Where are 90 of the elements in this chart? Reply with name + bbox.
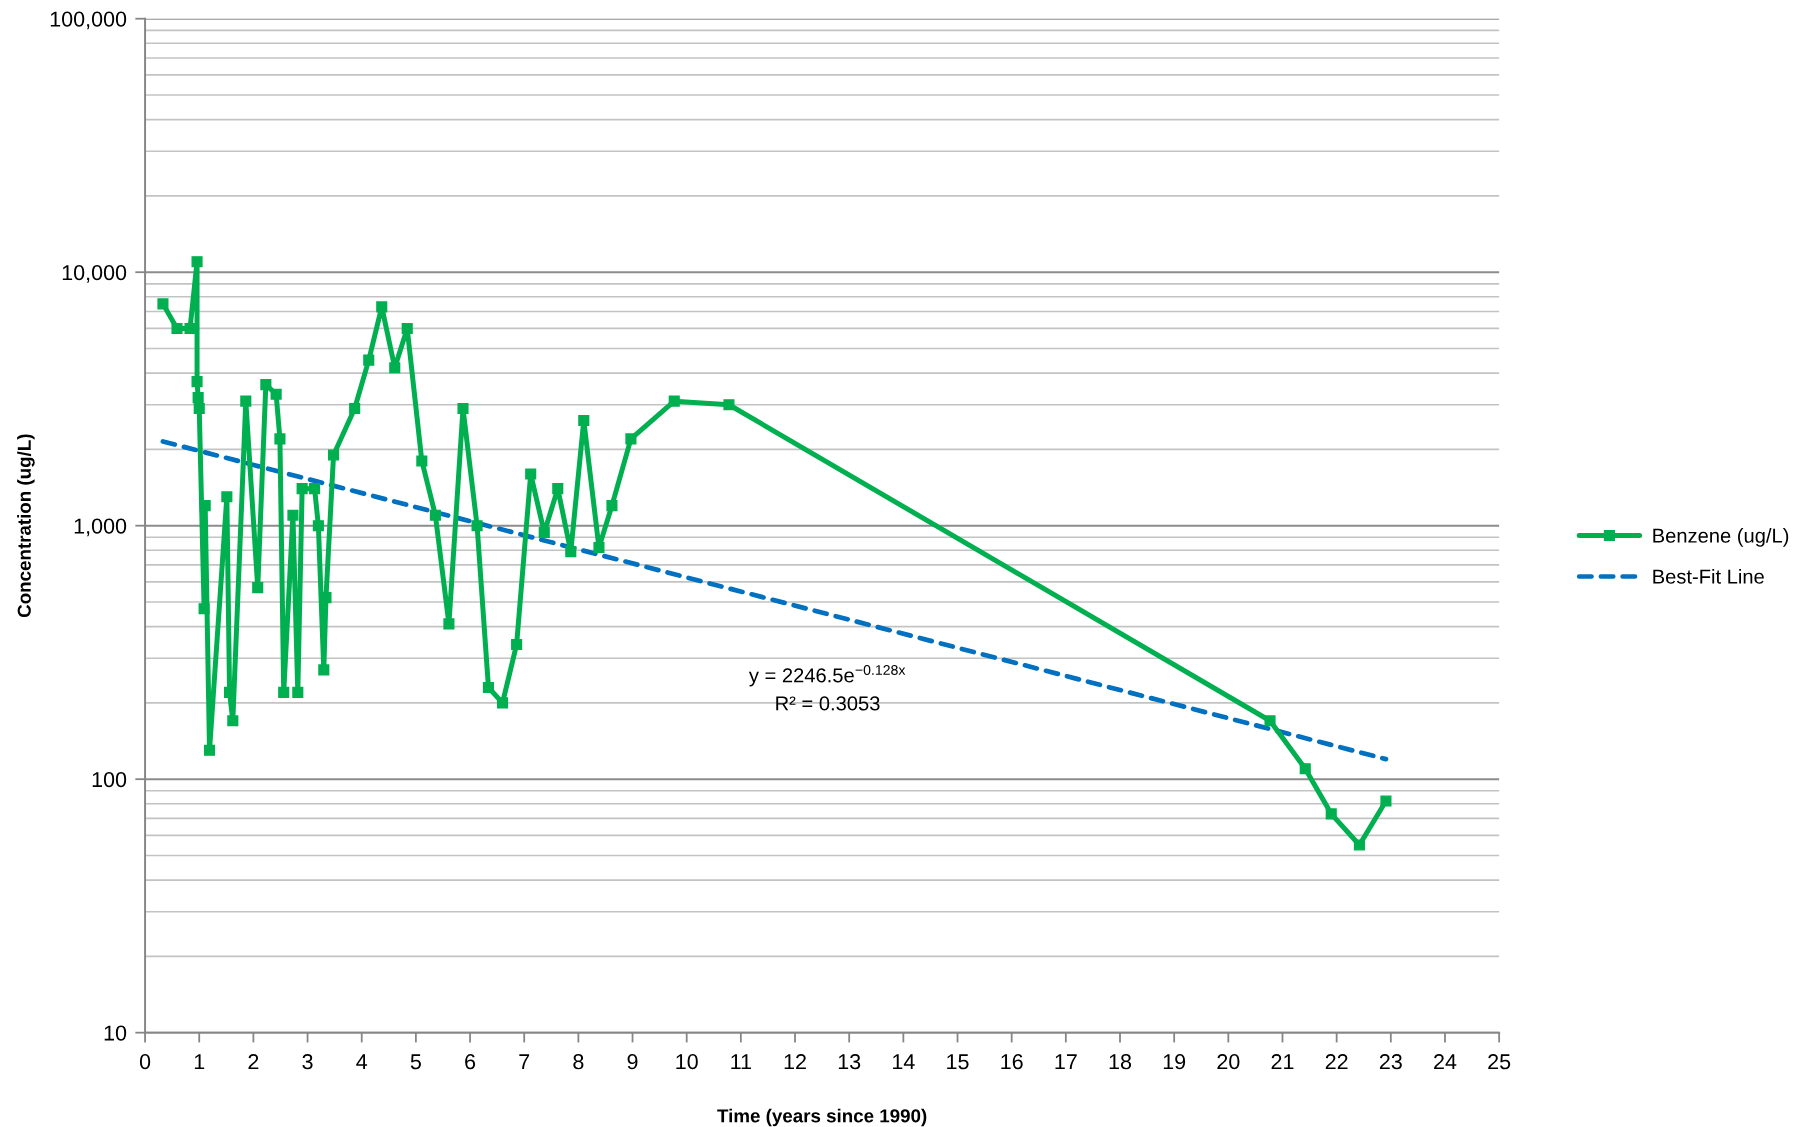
point (1353, 839, 1365, 851)
x-tick-label: 13 (838, 1054, 861, 1070)
x-tick-label: 16 (1001, 1054, 1023, 1070)
point (538, 526, 550, 539)
point (496, 697, 509, 709)
point (593, 541, 605, 554)
x-tick-label: 0 (139, 1054, 151, 1070)
point (482, 681, 495, 694)
y-tick-label: 100 (92, 771, 127, 788)
x-tick-label: 5 (410, 1054, 421, 1070)
point (578, 414, 590, 427)
point (296, 483, 308, 495)
x-tick-label: 14 (893, 1054, 915, 1070)
x-tick-label: 10 (676, 1054, 698, 1070)
point (552, 483, 564, 495)
point (240, 395, 252, 407)
point (221, 491, 233, 503)
point (429, 509, 441, 521)
x-tick-label: 4 (356, 1054, 368, 1070)
point (416, 455, 428, 467)
x-tick-label: 18 (1109, 1054, 1132, 1070)
x-tick-label: 8 (573, 1054, 584, 1070)
point (309, 483, 321, 495)
annotation: y = 2246.5e$^{−0.128x}$ (748, 664, 906, 687)
x-tick-label: 9 (627, 1054, 638, 1070)
x-tick-label: 2 (248, 1054, 259, 1070)
point (471, 520, 483, 532)
point (274, 433, 286, 445)
point (191, 256, 203, 268)
point (227, 715, 239, 727)
x-tick-label: 22 (1325, 1054, 1348, 1070)
x-tick-label: 15 (947, 1054, 969, 1070)
y-tick-label: 1,000 (74, 518, 127, 537)
point (401, 322, 413, 334)
point (376, 301, 388, 313)
point (723, 399, 735, 411)
point (287, 509, 299, 521)
point (525, 468, 537, 480)
point (292, 686, 304, 698)
point (1380, 795, 1392, 807)
point (443, 618, 455, 630)
y-tick-label: 10,000 (62, 264, 127, 283)
x-tick-label: 20 (1217, 1054, 1240, 1070)
point (606, 500, 618, 512)
x-tick-label: 7 (519, 1054, 530, 1070)
point (363, 354, 375, 366)
point (511, 638, 523, 651)
x-tick-label: 19 (1163, 1054, 1186, 1070)
point (199, 500, 211, 512)
point (1299, 763, 1311, 775)
point (270, 388, 282, 400)
point (191, 376, 203, 388)
x-tick-label: 25 (1488, 1054, 1511, 1070)
x-tick-label: 3 (302, 1054, 313, 1070)
point (668, 395, 680, 407)
point (349, 402, 361, 415)
point (389, 362, 401, 374)
point (327, 449, 340, 461)
x-tick-label: 6 (465, 1054, 476, 1070)
point (157, 298, 169, 310)
point (198, 603, 210, 615)
point (184, 322, 196, 334)
y-tick-label: 10 (104, 1025, 127, 1041)
point (457, 402, 469, 415)
x-tick-label: 23 (1379, 1054, 1402, 1070)
legend-label: Benzene (ug/L) (1653, 528, 1789, 547)
x-tick-label: 1 (194, 1054, 205, 1070)
legend-label: Best-Fit Line (1653, 568, 1764, 584)
x-tick-label: 12 (784, 1054, 806, 1070)
point (193, 402, 205, 415)
annotation: R² = 0.3053 (776, 696, 880, 711)
point (312, 520, 324, 532)
y-axis-title: Concentration (ug/L) (17, 434, 35, 618)
x-tick-label: 11 (731, 1054, 751, 1070)
x-tick-label: 21 (1271, 1054, 1294, 1070)
x-axis-title: Time (years since 1990) (717, 1108, 927, 1127)
point (625, 433, 637, 445)
point (318, 664, 330, 676)
point (1264, 715, 1276, 727)
point (1325, 808, 1337, 820)
y-tick-label: 100,000 (50, 11, 127, 30)
point (203, 744, 216, 756)
x-tick-label: 24 (1434, 1054, 1457, 1070)
point (252, 582, 264, 594)
point (260, 379, 272, 391)
point (192, 392, 204, 404)
point (171, 322, 183, 334)
x-tick-label: 17 (1055, 1054, 1077, 1070)
point (565, 546, 577, 558)
point (278, 686, 290, 698)
